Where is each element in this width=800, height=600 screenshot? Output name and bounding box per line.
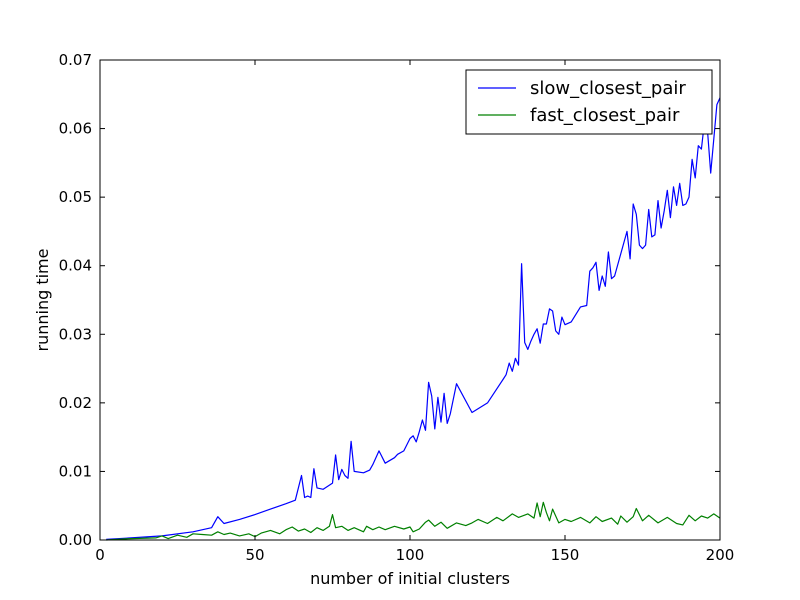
x-tick-label: 100	[396, 546, 425, 564]
series-line-slow-closest-pair	[106, 97, 721, 540]
y-tick-label: 0.05	[59, 188, 92, 206]
legend: slow_closest_pair fast_closest_pair	[465, 69, 713, 135]
y-tick-label: 0.07	[59, 51, 92, 69]
x-axis-ticks: 0 50 100 150 200	[95, 60, 734, 564]
series-layer	[106, 97, 721, 541]
x-tick-label: 200	[706, 546, 735, 564]
y-tick-label: 0.03	[59, 325, 92, 343]
legend-label-fast-closest-pair: fast_closest_pair	[530, 105, 680, 126]
y-tick-label: 0.06	[59, 120, 92, 138]
y-tick-label: 0.02	[59, 394, 92, 412]
y-tick-label: 0.04	[59, 257, 92, 275]
legend-box	[465, 69, 713, 135]
y-tick-label: 0.00	[59, 531, 92, 549]
y-axis-label: running time	[33, 249, 52, 352]
series-line-fast-closest-pair	[106, 501, 721, 541]
x-tick-label: 50	[245, 546, 264, 564]
x-axis-label: number of initial clusters	[310, 569, 510, 588]
legend-label-slow-closest-pair: slow_closest_pair	[530, 78, 686, 99]
y-tick-label: 0.01	[59, 462, 92, 480]
x-tick-label: 150	[551, 546, 580, 564]
y-axis-ticks: 0.00 0.01 0.02 0.03 0.04 0.05 0.06 0.07	[59, 51, 720, 549]
x-tick-label: 0	[95, 546, 105, 564]
